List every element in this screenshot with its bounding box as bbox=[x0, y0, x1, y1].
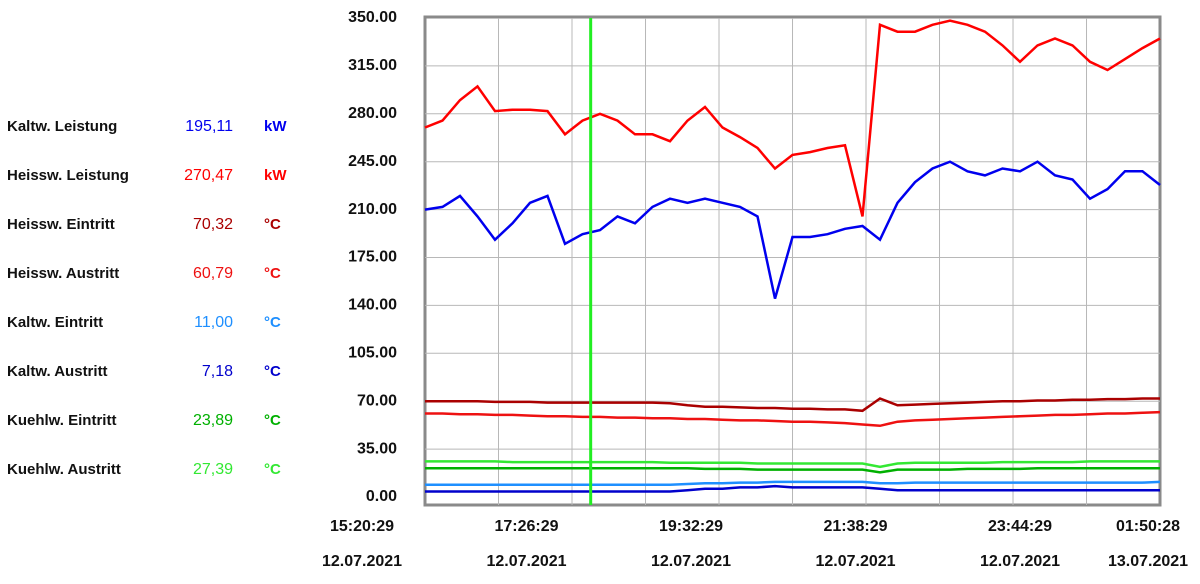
readout-unit: °C bbox=[264, 461, 281, 478]
readout-value: 11,00 bbox=[194, 314, 233, 331]
x-tick-time: 21:38:29 bbox=[823, 518, 887, 535]
y-tick-label: 70.00 bbox=[357, 392, 397, 409]
y-tick-label: 0.00 bbox=[366, 488, 397, 505]
readout-label: Heissw. Austritt bbox=[7, 265, 119, 282]
series-line bbox=[424, 160, 1161, 299]
y-tick-label: 245.00 bbox=[348, 153, 397, 170]
x-tick-date: 12.07.2021 bbox=[980, 553, 1060, 570]
readout-unit: °C bbox=[264, 265, 281, 282]
x-tick-time: 17:26:29 bbox=[494, 518, 558, 535]
y-tick-label: 315.00 bbox=[348, 57, 397, 74]
readout-value: 23,89 bbox=[193, 412, 233, 429]
readout-value: 7,18 bbox=[202, 363, 233, 380]
x-tick-date: 12.07.2021 bbox=[486, 553, 566, 570]
readout-unit: °C bbox=[264, 363, 281, 380]
series-line bbox=[425, 484, 1160, 493]
series-line bbox=[425, 467, 1160, 474]
readout-unit: °C bbox=[264, 314, 281, 331]
y-tick-label: 210.00 bbox=[348, 201, 397, 218]
y-tick-label: 350.00 bbox=[348, 9, 397, 26]
x-tick-date: 12.07.2021 bbox=[651, 553, 731, 570]
readout-label: Kaltw. Eintritt bbox=[7, 314, 103, 331]
x-tick-time: 19:32:29 bbox=[659, 518, 723, 535]
y-tick-label: 35.00 bbox=[357, 440, 397, 457]
x-tick-time: 15:20:29 bbox=[330, 518, 394, 535]
readout-value: 70,32 bbox=[193, 216, 233, 233]
readout-label: Kuehlw. Eintritt bbox=[7, 412, 116, 429]
y-tick-label: 280.00 bbox=[348, 105, 397, 122]
readout-unit: kW bbox=[264, 118, 287, 135]
x-tick-date: 12.07.2021 bbox=[322, 553, 402, 570]
readout-label: Kuehlw. Austritt bbox=[7, 461, 121, 478]
series-line bbox=[425, 480, 1161, 486]
y-tick-label: 175.00 bbox=[348, 249, 397, 266]
readout-unit: kW bbox=[264, 167, 287, 184]
readout-label: Kaltw. Leistung bbox=[7, 118, 117, 135]
x-tick-time: 01:50:28 bbox=[1116, 518, 1180, 535]
x-tick-time: 23:44:29 bbox=[988, 518, 1052, 535]
readout-value: 195,11 bbox=[185, 118, 233, 135]
readout-value: 60,79 bbox=[193, 265, 233, 282]
series-line bbox=[425, 460, 1160, 469]
series-line bbox=[424, 19, 1161, 217]
readout-unit: °C bbox=[264, 216, 281, 233]
series-line bbox=[425, 410, 1161, 428]
series-line bbox=[425, 397, 1160, 413]
x-tick-date: 12.07.2021 bbox=[815, 553, 895, 570]
y-tick-label: 140.00 bbox=[348, 297, 397, 314]
readout-label: Kaltw. Austritt bbox=[7, 363, 108, 380]
readout-label: Heissw. Leistung bbox=[7, 167, 129, 184]
readout-unit: °C bbox=[264, 412, 281, 429]
readout-value: 270,47 bbox=[184, 167, 233, 184]
x-tick-date: 13.07.2021 bbox=[1108, 553, 1188, 570]
y-tick-label: 105.00 bbox=[348, 345, 397, 362]
readout-label: Heissw. Eintritt bbox=[7, 216, 115, 233]
readout-value: 27,39 bbox=[193, 461, 233, 478]
